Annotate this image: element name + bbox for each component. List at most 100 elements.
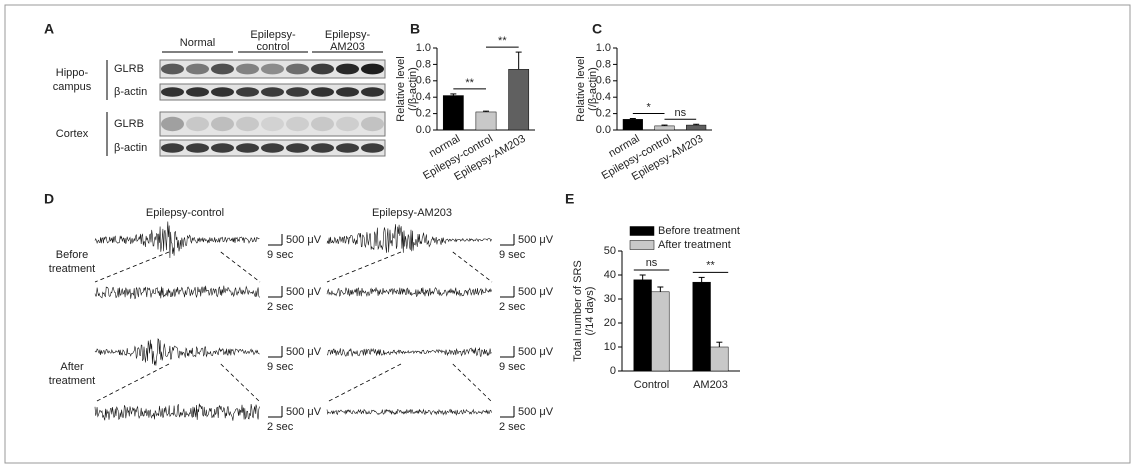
y-tick-label: 0.0 — [416, 124, 431, 136]
row-label: After — [60, 361, 84, 373]
bar — [710, 346, 729, 372]
bar — [651, 291, 670, 372]
scale-time: 9 sec — [267, 249, 294, 261]
bar — [692, 281, 711, 372]
eeg-trace — [94, 221, 260, 259]
bar — [686, 124, 707, 131]
y-axis-label: (/β-actin) — [587, 67, 599, 111]
eeg-trace — [326, 224, 492, 253]
bar — [508, 69, 530, 131]
row-label: treatment — [49, 375, 95, 387]
blot-band — [361, 63, 384, 75]
bar — [654, 125, 675, 131]
zoom-guide — [326, 363, 402, 403]
zoom-guide — [220, 363, 261, 403]
blot-band — [336, 87, 359, 97]
y-tick-label: 0.2 — [596, 108, 611, 120]
scale-time: 9 sec — [499, 361, 526, 373]
x-tick-label: AM203 — [693, 379, 728, 391]
y-tick-label: 0.8 — [596, 58, 611, 70]
scale-time: 2 sec — [499, 301, 526, 313]
eeg-trace — [326, 347, 492, 357]
eeg-trace-zoom — [326, 287, 492, 297]
trace-title: Epilepsy-control — [146, 207, 224, 219]
row-label: Before — [56, 249, 88, 261]
eeg-trace-zoom — [326, 408, 492, 416]
y-tick-label: 20 — [604, 317, 616, 329]
blot-band — [161, 87, 184, 97]
scale-amplitude: 500 μV — [286, 286, 322, 298]
panel-label: D — [44, 191, 54, 207]
blot-band — [186, 63, 209, 75]
zoom-guide — [94, 363, 170, 403]
y-tick-label: 10 — [604, 341, 616, 353]
significance-label: ns — [675, 107, 687, 119]
scale-time: 2 sec — [267, 301, 294, 313]
blot-band — [161, 116, 184, 132]
blot-band — [286, 87, 309, 97]
blot-band — [211, 116, 234, 132]
y-tick-label: 0.4 — [596, 91, 611, 103]
blot-band — [236, 116, 259, 132]
y-tick-label: 0.6 — [416, 75, 431, 87]
significance-label: ** — [706, 259, 715, 271]
blot-band — [311, 143, 334, 153]
eeg-trace-zoom — [94, 285, 260, 300]
blot-band — [286, 143, 309, 153]
row-label: GLRB — [114, 118, 144, 130]
y-axis-label: Total number of SRS — [572, 260, 584, 362]
blot-band — [311, 116, 334, 132]
zoom-guide — [452, 251, 493, 283]
scale-amplitude: 500 μV — [518, 286, 554, 298]
blot-band — [236, 87, 259, 97]
blot-band — [236, 143, 259, 153]
y-axis-label: (/β-actin) — [407, 67, 419, 111]
y-axis-label: (/14 days) — [584, 287, 596, 336]
trace-title: Epilepsy-AM203 — [372, 207, 452, 219]
eeg-trace — [94, 338, 260, 366]
blot-band — [261, 63, 284, 75]
bar — [475, 111, 497, 131]
blot-band — [236, 63, 259, 75]
legend-label: Before treatment — [658, 225, 740, 237]
frame — [4, 4, 1131, 464]
blot-band — [336, 63, 359, 75]
y-tick-label: 1.0 — [596, 42, 611, 54]
y-axis-label: Relative level — [575, 56, 587, 121]
zoom-guide — [452, 363, 493, 403]
scale-amplitude: 500 μV — [286, 406, 322, 418]
blot-band — [211, 87, 234, 97]
bar — [633, 279, 652, 372]
panel-label: E — [565, 191, 574, 207]
scale-time: 9 sec — [499, 249, 526, 261]
y-tick-label: 40 — [604, 269, 616, 281]
group-label: Epilepsy- — [325, 29, 371, 41]
y-tick-label: 0.0 — [596, 124, 611, 136]
significance-label: ** — [498, 35, 507, 47]
group-label: control — [256, 41, 289, 53]
group-label: Epilepsy- — [250, 29, 296, 41]
blot-band — [261, 143, 284, 153]
legend-label: After treatment — [658, 239, 731, 251]
blot-band — [211, 63, 234, 75]
scale-amplitude: 500 μV — [518, 406, 554, 418]
blot-band — [361, 87, 384, 97]
zoom-guide — [220, 251, 261, 283]
blot-band — [311, 63, 334, 75]
y-tick-label: 1.0 — [416, 42, 431, 54]
blot-band — [261, 116, 284, 132]
y-tick-label: 30 — [604, 293, 616, 305]
bar — [442, 95, 464, 131]
blot-band — [361, 143, 384, 153]
y-tick-label: 0.2 — [416, 108, 431, 120]
row-label: GLRB — [114, 63, 144, 75]
blot-band — [286, 116, 309, 132]
row-label: β-actin — [114, 142, 147, 154]
scale-time: 2 sec — [267, 421, 294, 433]
row-label: treatment — [49, 263, 95, 275]
significance-label: * — [647, 101, 652, 113]
blot-band — [361, 116, 384, 132]
panel-label: A — [44, 21, 54, 37]
blot-band — [186, 116, 209, 132]
